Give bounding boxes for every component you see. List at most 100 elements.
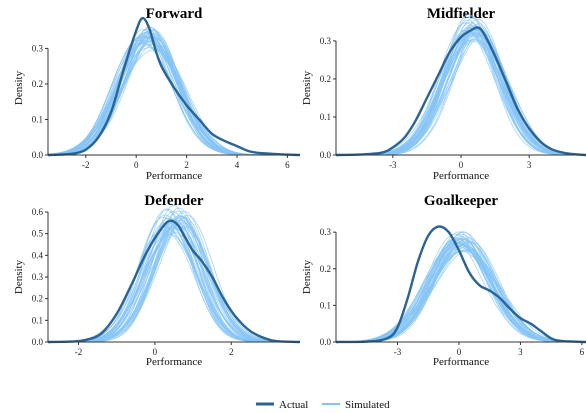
actual-curve-defender: [47, 219, 301, 344]
simulated-curve-defender: [48, 215, 300, 343]
simulated-curve-goalkeeper: [336, 250, 586, 343]
x-tick-label: 2: [229, 347, 234, 357]
y-tick-label: 0.0: [320, 150, 332, 160]
simulated-curve-defender: [48, 224, 300, 343]
simulated-curve-forward: [47, 35, 300, 156]
y-tick-label: 0.0: [320, 337, 332, 347]
x-tick-label: -2: [82, 160, 90, 170]
x-tick-label: -2: [75, 347, 83, 357]
simulated-curve-goalkeeper: [336, 249, 586, 343]
simulated-curve-forward: [47, 36, 300, 156]
y-tick-label: 0.2: [32, 79, 43, 89]
simulated-curve-forward: [47, 35, 300, 156]
simulated-curve-defender: [48, 232, 300, 343]
actual-curve-midfielder: [335, 26, 586, 157]
simulated-curve-goalkeeper: [336, 250, 586, 343]
y-tick-label: 0.6: [32, 207, 44, 217]
x-tick-label: 6: [580, 347, 585, 357]
y-tick-label: 0.1: [32, 315, 43, 325]
simulated-curve-defender: [48, 226, 300, 343]
simulated-curve-midfielder: [336, 33, 586, 156]
x-axis-label-midfielder: Performance: [433, 170, 489, 182]
y-axis-label-forward: Density: [13, 70, 25, 105]
y-tick-label: 0.1: [320, 300, 331, 310]
simulated-curve-defender: [48, 226, 300, 343]
panel-title-midfielder: Midfielder: [427, 6, 496, 22]
y-axis-label-midfielder: Density: [301, 70, 313, 105]
simulated-curve-forward: [47, 35, 300, 156]
simulated-curve-forward: [47, 29, 300, 156]
panel-title-defender: Defender: [144, 193, 203, 209]
simulated-curve-goalkeeper: [336, 245, 586, 343]
simulated-curve-goalkeeper: [336, 242, 586, 343]
simulated-curve-forward: [48, 33, 300, 156]
panel-goalkeeper: Goalkeeper 0.0 0.1 0.2 0.3 -3 0 3 6 Performanc…: [301, 193, 586, 368]
y-tick-label: 0.1: [32, 114, 43, 124]
simulated-curve-defender: [48, 227, 300, 343]
y-ticks-defender: 0.0 0.1 0.2 0.3 0.4 0.5 0.6: [32, 207, 48, 347]
x-tick-label: 0: [134, 160, 139, 170]
x-tick-label: 3: [527, 160, 532, 170]
panel-forward: Forward 0.00.10.20.3 -2 0 2 4 6 Performance …: [13, 6, 301, 182]
simulated-curve-goalkeeper: [336, 242, 586, 343]
simulated-curve-defender: [48, 221, 300, 343]
x-ticks-forward: -2 0 2 4 6: [82, 155, 290, 170]
actual-curve-goalkeeper: [335, 225, 586, 344]
simulated-curve-forward: [48, 31, 300, 156]
simulated-curve-goalkeeper: [335, 237, 586, 343]
x-tick-label: 0: [459, 160, 464, 170]
x-tick-label: 4: [235, 160, 240, 170]
y-ticks-goalkeeper: 0.0 0.1 0.2 0.3: [320, 227, 336, 347]
simulated-curve-goalkeeper: [336, 243, 586, 343]
panel-title-goalkeeper: Goalkeeper: [424, 193, 498, 209]
simulated-curve-defender: [48, 225, 300, 343]
simulated-curve-goalkeeper: [336, 245, 586, 343]
simulated-curve-forward: [47, 31, 300, 156]
simulated-curves-defender: [48, 204, 300, 343]
legend-simulated-label: Simulated: [345, 399, 390, 411]
simulated-curve-defender: [48, 220, 300, 343]
simulated-curve-goalkeeper: [336, 242, 586, 343]
simulated-curve-forward: [47, 36, 300, 156]
simulated-curve-defender: [48, 230, 300, 343]
simulated-curve-defender: [48, 215, 300, 343]
x-tick-label: 2: [184, 160, 189, 170]
actual-curve-forward: [47, 16, 301, 157]
simulated-curve-forward: [47, 35, 300, 156]
simulated-curve-goalkeeper: [336, 246, 586, 343]
y-axis-label-goalkeeper: Density: [301, 259, 313, 294]
x-axis-label-goalkeeper: Performance: [433, 356, 489, 368]
simulated-curve-midfielder: [336, 33, 586, 156]
simulated-curve-defender: [48, 234, 300, 343]
simulated-curve-defender: [48, 210, 300, 343]
simulated-curve-goalkeeper: [335, 249, 586, 343]
x-tick-label: 6: [285, 160, 290, 170]
panel-title-forward: Forward: [146, 6, 203, 22]
simulated-curve-defender: [48, 221, 300, 343]
x-tick-label: -3: [394, 347, 402, 357]
simulated-curve-forward: [47, 33, 300, 156]
legend: Actual Simulated: [256, 399, 390, 411]
simulated-curve-defender: [48, 221, 300, 343]
x-ticks-defender: -2 0 2: [75, 342, 234, 357]
x-tick-label: 0: [153, 347, 158, 357]
simulated-curve-defender: [48, 222, 300, 343]
simulated-curve-forward: [47, 32, 300, 156]
y-tick-label: 0.2: [320, 74, 331, 84]
simulated-curve-forward: [47, 36, 300, 156]
simulated-curve-goalkeeper: [336, 247, 586, 343]
simulated-curve-defender: [48, 222, 300, 343]
simulated-curve-defender: [48, 225, 300, 343]
y-tick-label: 0.2: [320, 264, 331, 274]
simulated-curve-forward: [47, 32, 300, 156]
legend-actual-label: Actual: [279, 399, 308, 411]
x-tick-label: -3: [389, 160, 397, 170]
simulated-curve-defender: [48, 215, 300, 343]
simulated-curve-forward: [47, 36, 300, 156]
simulated-curves-forward: [47, 26, 300, 156]
simulated-curve-defender: [48, 220, 300, 343]
y-tick-label: 0.0: [32, 337, 44, 347]
simulated-curve-defender: [48, 214, 300, 343]
x-ticks-goalkeeper: -3 0 3 6: [394, 342, 585, 357]
